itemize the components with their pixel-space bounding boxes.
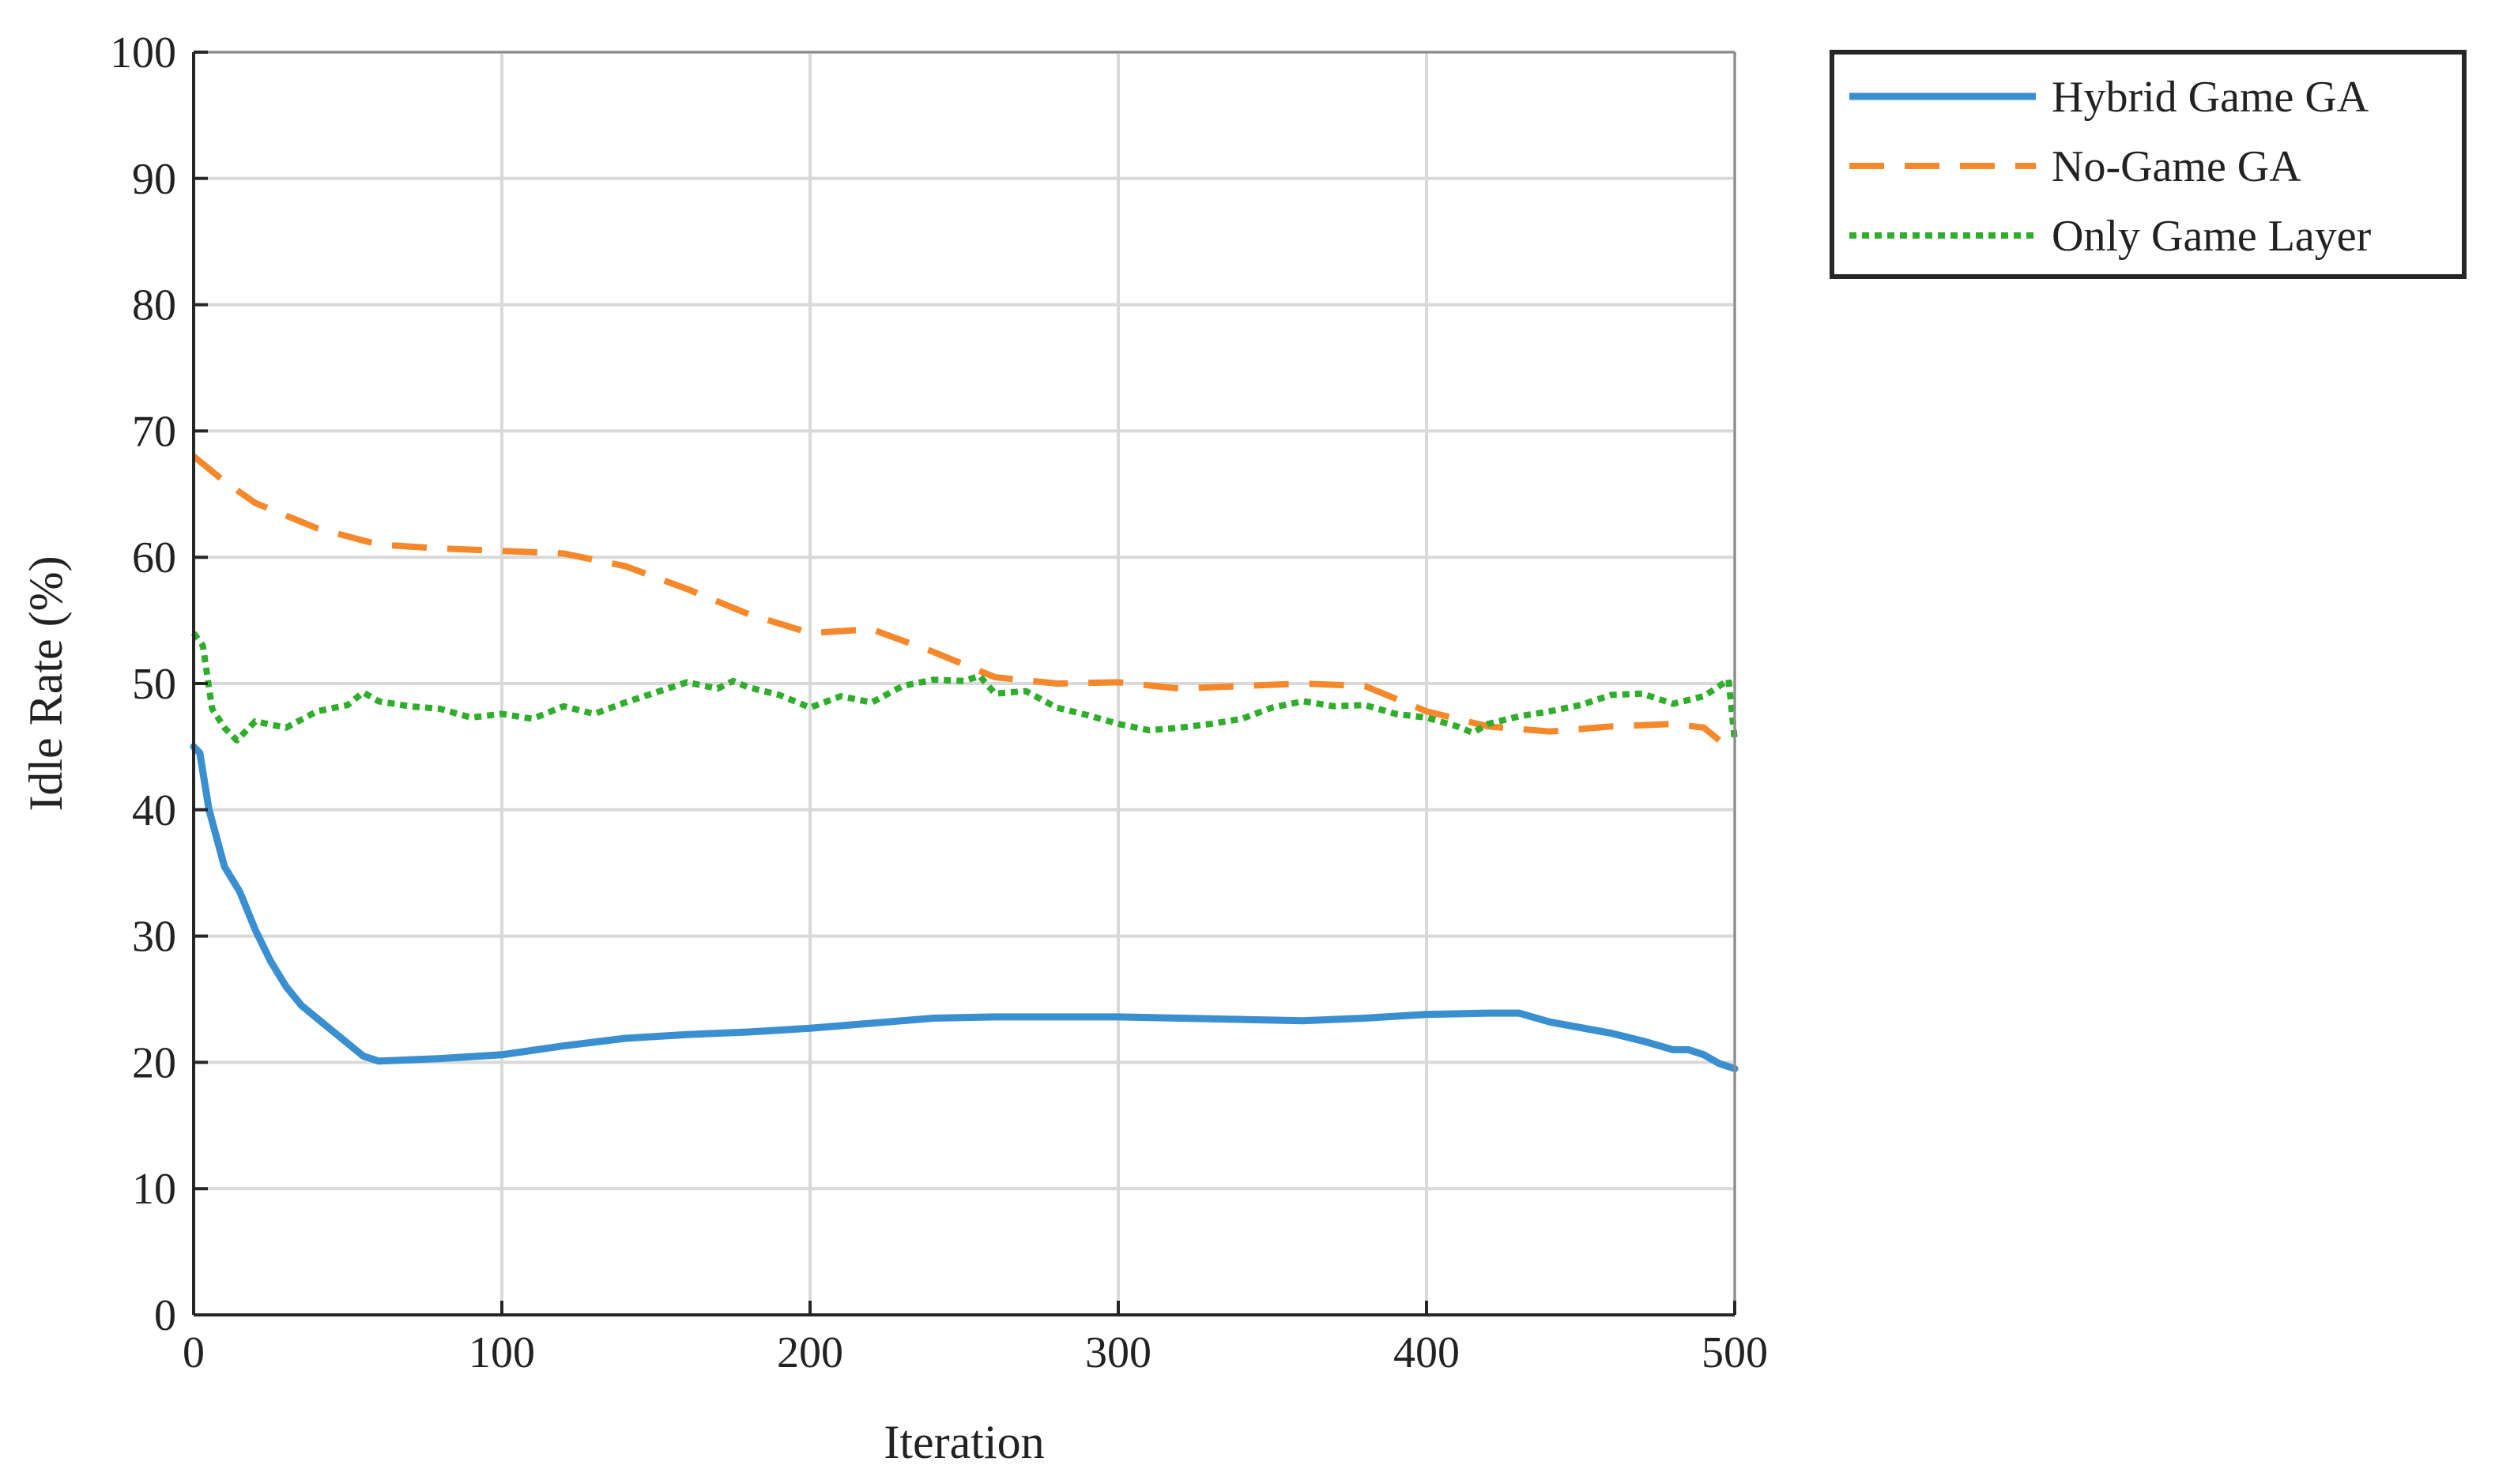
x-tick-label: 100 bbox=[469, 1328, 535, 1377]
y-tick-label: 40 bbox=[132, 786, 176, 835]
x-tick-label: 0 bbox=[183, 1328, 205, 1377]
y-tick-label: 80 bbox=[132, 281, 176, 330]
y-tick-label: 20 bbox=[132, 1038, 176, 1087]
y-tick-label: 10 bbox=[132, 1165, 176, 1214]
legend: Hybrid Game GA No-Game GA Only Game Layer bbox=[1830, 50, 2467, 279]
grid-lines bbox=[192, 51, 1736, 1316]
legend-label-no-game-ga: No-Game GA bbox=[2052, 142, 2301, 191]
axes bbox=[192, 51, 1736, 1316]
series-line-only-game-layer bbox=[190, 631, 1738, 744]
x-axis-title: Iteration bbox=[884, 1416, 1044, 1468]
y-tick-label: 0 bbox=[154, 1291, 176, 1340]
x-tick-label: 400 bbox=[1393, 1328, 1460, 1377]
y-tick-label: 70 bbox=[132, 407, 176, 456]
legend-entries: Hybrid Game GA No-Game GA Only Game Layer bbox=[1849, 73, 2372, 261]
series-line-no-game-ga bbox=[191, 454, 1737, 755]
y-tick-label: 100 bbox=[110, 28, 176, 77]
x-tick-label: 200 bbox=[777, 1328, 843, 1377]
series-line-hybrid-game-ga bbox=[190, 743, 1739, 1072]
legend-label-only-game-layer: Only Game Layer bbox=[2052, 212, 2372, 261]
series-lines bbox=[190, 454, 1739, 1072]
x-tick-label: 300 bbox=[1085, 1328, 1151, 1377]
y-axis-title: Idle Rate (%) bbox=[20, 556, 72, 811]
y-tick-label: 90 bbox=[132, 155, 176, 204]
tick-labels: 0 100 200 300 400 500 0 10 20 30 40 50 60 70 80 90 100 bbox=[110, 28, 1768, 1377]
x-tick-label: 500 bbox=[1702, 1328, 1768, 1377]
y-tick-label: 60 bbox=[132, 533, 176, 582]
y-tick-label: 30 bbox=[132, 913, 176, 962]
legend-label-hybrid-game-ga: Hybrid Game GA bbox=[2052, 73, 2369, 122]
y-tick-label: 50 bbox=[132, 660, 176, 709]
